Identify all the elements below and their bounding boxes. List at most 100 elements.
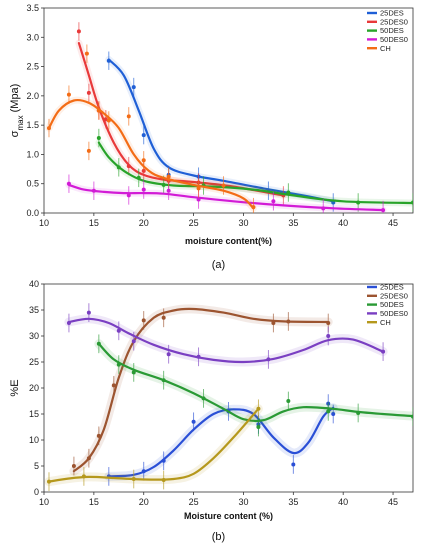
data-point bbox=[161, 182, 166, 187]
series-25des bbox=[104, 394, 338, 486]
y-tick-label: 30 bbox=[29, 331, 39, 341]
y-tick-label: 2.5 bbox=[26, 62, 39, 72]
series-50des0 bbox=[65, 174, 387, 213]
data-point bbox=[131, 370, 136, 375]
panel-label: (a) bbox=[212, 259, 225, 271]
data-point bbox=[86, 310, 91, 315]
plot-frame bbox=[43, 7, 414, 214]
data-point bbox=[141, 318, 146, 323]
series-line bbox=[107, 406, 335, 478]
data-point bbox=[161, 458, 166, 463]
x-tick-label: 45 bbox=[388, 218, 398, 228]
x-tick-label: 15 bbox=[89, 218, 99, 228]
data-point bbox=[256, 406, 261, 411]
data-point bbox=[136, 175, 141, 180]
x-tick-label: 20 bbox=[139, 497, 149, 507]
y-tick-label: 1.0 bbox=[26, 149, 39, 159]
series-line bbox=[107, 58, 335, 203]
data-point bbox=[46, 479, 51, 484]
data-point bbox=[66, 181, 71, 186]
legend-label: 50DES bbox=[380, 26, 404, 35]
data-point bbox=[131, 339, 136, 344]
data-point bbox=[66, 92, 71, 97]
data-point bbox=[381, 208, 386, 213]
data-point bbox=[141, 168, 146, 173]
legend-label: 25DES0 bbox=[380, 291, 408, 300]
data-point bbox=[141, 469, 146, 474]
data-point bbox=[326, 321, 331, 325]
data-point bbox=[166, 188, 171, 193]
x-tick-label: 25 bbox=[189, 218, 199, 228]
data-point bbox=[271, 321, 276, 325]
legend-label: 50DES0 bbox=[380, 35, 408, 44]
data-point bbox=[86, 90, 91, 95]
legend-label: 25DES bbox=[380, 283, 404, 292]
data-point bbox=[256, 425, 261, 429]
y-tick-label: 3.5 bbox=[26, 3, 39, 13]
data-point bbox=[161, 378, 166, 383]
data-point bbox=[111, 383, 116, 388]
data-point bbox=[131, 85, 136, 90]
x-tick-label: 15 bbox=[89, 497, 99, 507]
series-line bbox=[77, 42, 285, 197]
data-point bbox=[81, 474, 86, 479]
y-tick-label: 5 bbox=[34, 461, 39, 471]
data-point bbox=[196, 197, 201, 202]
data-point bbox=[106, 58, 111, 63]
data-point bbox=[161, 315, 166, 320]
y-tick-label: 40 bbox=[29, 279, 39, 289]
y-tick-label: 0.0 bbox=[26, 208, 39, 218]
legend-label: CH bbox=[380, 44, 391, 53]
data-point bbox=[381, 349, 386, 354]
y-tick-label: 20 bbox=[29, 383, 39, 393]
data-point bbox=[201, 396, 206, 401]
data-point bbox=[196, 186, 201, 191]
data-point bbox=[321, 206, 326, 211]
data-point bbox=[116, 362, 121, 367]
data-point bbox=[411, 200, 413, 205]
data-point bbox=[191, 419, 196, 424]
y-tick-label: 15 bbox=[29, 409, 39, 419]
y-tick-label: 25 bbox=[29, 357, 39, 367]
data-point bbox=[141, 133, 146, 138]
series-ch bbox=[44, 399, 263, 491]
panel-label: (b) bbox=[212, 531, 225, 543]
data-point bbox=[271, 199, 276, 204]
x-tick-label: 30 bbox=[238, 218, 248, 228]
data-point bbox=[221, 183, 226, 188]
data-point bbox=[96, 136, 101, 141]
y-tick-label: 3.0 bbox=[26, 32, 39, 42]
data-point bbox=[166, 174, 171, 179]
data-point bbox=[96, 433, 101, 438]
y-tick-label: 1.5 bbox=[26, 120, 39, 130]
data-point bbox=[96, 341, 101, 346]
data-point bbox=[126, 114, 131, 119]
x-tick-label: 35 bbox=[288, 497, 298, 507]
data-point bbox=[66, 321, 71, 325]
y-axis-label-unit: (Mpa) bbox=[9, 84, 21, 116]
legend-label: 50DES0 bbox=[380, 309, 408, 318]
chart-panel-b: 10 15 20 25 30 35 40 45 0 5 10 15 20 25 30 35 40 Moisture… bbox=[9, 279, 414, 543]
data-point bbox=[266, 357, 271, 362]
data-point bbox=[84, 51, 89, 56]
y-tick-label: 0 bbox=[34, 487, 39, 497]
x-tick-label: 25 bbox=[189, 497, 199, 507]
data-point bbox=[251, 205, 256, 210]
y-tick-label: 2.0 bbox=[26, 91, 39, 101]
y-tick-label: 0.5 bbox=[26, 179, 39, 189]
legend-label: 50DES bbox=[380, 300, 404, 309]
x-tick-label: 35 bbox=[288, 218, 298, 228]
x-tick-label: 10 bbox=[39, 497, 49, 507]
data-point bbox=[46, 126, 51, 131]
legend-label: 25DES bbox=[380, 9, 404, 18]
data-point bbox=[331, 412, 336, 416]
data-point bbox=[91, 188, 96, 193]
data-point bbox=[131, 477, 136, 481]
data-point bbox=[411, 414, 413, 419]
x-tick-label: 10 bbox=[39, 218, 49, 228]
data-point bbox=[76, 29, 81, 34]
data-point bbox=[86, 148, 91, 153]
data-point bbox=[116, 328, 121, 333]
